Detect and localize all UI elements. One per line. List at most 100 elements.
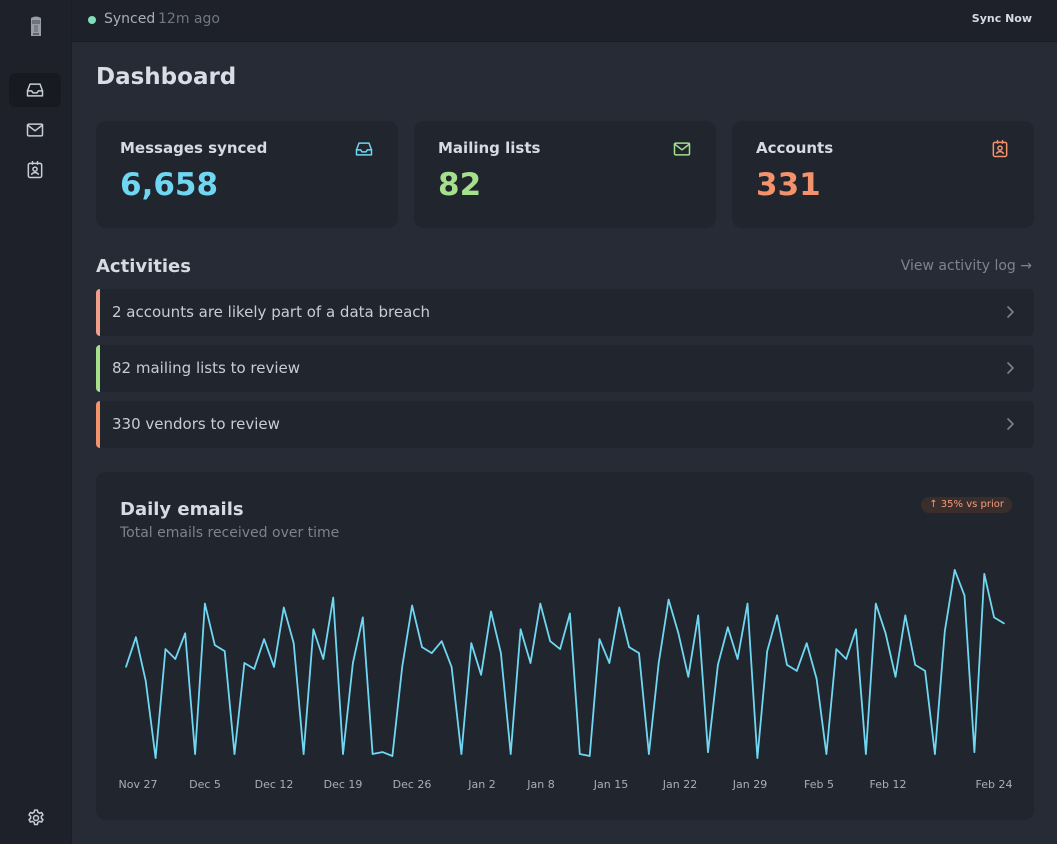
- data-point: [993, 616, 995, 619]
- sidebar-item-accounts[interactable]: [9, 153, 61, 187]
- data-point: [144, 680, 147, 682]
- x-tick-label: Nov 27: [119, 778, 158, 791]
- data-point: [569, 612, 571, 615]
- data-point: [677, 632, 680, 635]
- sidebar-item-mail[interactable]: [9, 113, 61, 147]
- data-point: [983, 573, 986, 575]
- stat-value: 82: [438, 167, 482, 203]
- data-point: [657, 662, 660, 664]
- data-point: [875, 602, 877, 605]
- x-tick-label: Jan 22: [662, 778, 697, 791]
- chevron-right-icon: [1007, 306, 1014, 318]
- data-point: [440, 640, 443, 642]
- x-tick-label: Dec 12: [255, 778, 294, 791]
- data-point: [687, 676, 690, 678]
- data-point: [539, 602, 542, 605]
- data-point: [135, 636, 137, 638]
- data-point: [460, 753, 463, 755]
- data-point: [786, 664, 788, 666]
- data-point: [815, 678, 818, 680]
- activity-item-vendors[interactable]: 330 vendors to review: [96, 401, 1034, 448]
- data-point: [756, 757, 759, 759]
- data-point: [944, 630, 946, 633]
- stat-label: Messages synced: [120, 139, 268, 157]
- data-point: [549, 640, 551, 642]
- trend-badge: ↑ 35% vs prior: [921, 497, 1012, 513]
- inbox-icon: [26, 83, 44, 97]
- data-point: [628, 646, 630, 648]
- data-point: [598, 638, 601, 640]
- data-point: [914, 664, 916, 666]
- sidebar-item-inbox[interactable]: [9, 73, 61, 107]
- data-point: [154, 757, 157, 759]
- data-point: [904, 614, 907, 617]
- data-point: [480, 674, 482, 676]
- data-point: [865, 753, 867, 755]
- data-point: [401, 666, 404, 668]
- daily-emails-card: Daily emails Total emails received over …: [96, 472, 1034, 820]
- data-point: [421, 646, 423, 648]
- data-point: [707, 751, 709, 753]
- sync-status-label: Synced: [104, 11, 156, 27]
- moai-logo[interactable]: [26, 15, 46, 39]
- stat-card-accounts[interactable]: Accounts 331: [732, 121, 1034, 228]
- daily-emails-chart: Nov 27 Dec 5 Dec 12 Dec 19 Dec 26 Jan 2 Jan 8 J…: [119, 569, 1012, 791]
- activity-item-mailing-lists[interactable]: 82 mailing lists to review: [96, 345, 1034, 392]
- activity-accent-bar: [96, 289, 100, 336]
- data-point: [529, 662, 532, 664]
- activity-accent-bar: [96, 401, 100, 448]
- x-tick-label: Dec 19: [324, 778, 363, 791]
- stat-card-mailing-lists[interactable]: Mailing lists 82: [414, 121, 716, 228]
- x-tick-label: Dec 26: [393, 778, 432, 791]
- inbox-icon: [355, 142, 373, 156]
- x-tick-label: Dec 5: [189, 778, 221, 791]
- data-point: [519, 628, 522, 631]
- data-point: [953, 569, 956, 571]
- data-point: [352, 662, 354, 664]
- activity-item-breach[interactable]: 2 accounts are likely part of a data bre…: [96, 289, 1034, 336]
- stat-value: 6,658: [120, 167, 219, 203]
- activities-title: Activities: [96, 256, 191, 277]
- sync-now-button[interactable]: Sync Now: [971, 12, 1032, 25]
- data-point: [796, 670, 798, 672]
- data-point: [924, 670, 926, 672]
- settings-button[interactable]: [24, 806, 48, 830]
- page-title: Dashboard: [96, 64, 237, 90]
- data-point: [638, 652, 640, 654]
- data-point: [845, 658, 847, 660]
- chart-title: Daily emails: [120, 499, 244, 520]
- data-point: [884, 632, 887, 635]
- view-activity-log-link[interactable]: View activity log →: [900, 258, 1032, 274]
- data-point: [450, 666, 453, 668]
- data-point: [332, 596, 334, 599]
- data-point: [746, 602, 749, 605]
- mail-icon: [26, 123, 44, 137]
- data-point: [648, 753, 650, 755]
- data-point: [174, 658, 177, 660]
- top-bar: Synced 12m ago Sync Now: [72, 0, 1057, 42]
- data-point: [973, 751, 976, 753]
- data-point: [934, 753, 936, 755]
- x-tick-label: Jan 15: [593, 778, 628, 791]
- data-point: [588, 755, 591, 757]
- data-point: [470, 642, 473, 644]
- activity-text: 82 mailing lists to review: [112, 359, 301, 377]
- stat-label: Accounts: [756, 139, 834, 157]
- data-point: [509, 753, 512, 755]
- data-point: [214, 644, 216, 646]
- data-point: [697, 614, 699, 617]
- data-point: [371, 753, 374, 755]
- data-point: [736, 658, 739, 660]
- data-point: [283, 606, 285, 609]
- data-point: [184, 632, 186, 635]
- data-point: [618, 606, 621, 609]
- data-point: [805, 642, 808, 644]
- data-point: [776, 614, 778, 617]
- sync-time: 12m ago: [158, 11, 220, 27]
- data-point: [223, 650, 226, 652]
- activity-accent-bar: [96, 345, 100, 392]
- data-point: [963, 594, 966, 597]
- sync-status-dot: [88, 16, 96, 24]
- stat-card-messages[interactable]: Messages synced 6,658: [96, 121, 398, 228]
- contact-card-icon: [27, 160, 43, 179]
